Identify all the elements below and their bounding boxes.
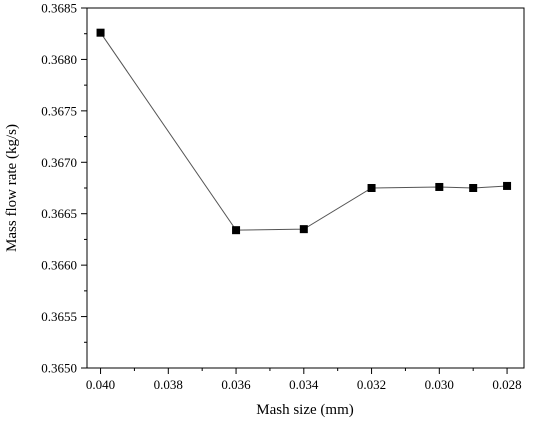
x-tick-label: 0.032 xyxy=(357,377,386,392)
y-tick-label: 0.3670 xyxy=(41,155,77,170)
data-point xyxy=(435,182,444,191)
series-line xyxy=(100,32,508,231)
y-tick-label: 0.3650 xyxy=(41,361,77,376)
y-tick-label: 0.3680 xyxy=(41,52,77,67)
y-axis-title: Mass flow rate (kg/s) xyxy=(4,124,20,252)
data-point xyxy=(367,184,376,192)
x-axis-title: Mash size (mm) xyxy=(256,402,353,418)
axis-ticks: 0.040 0.038 0.036 0.034 0.032 0.030 0.028 0.365… xyxy=(41,1,521,393)
x-tick-label: 0.040 xyxy=(86,377,115,392)
data-series xyxy=(96,28,512,235)
y-tick-label: 0.3660 xyxy=(41,258,77,273)
x-tick-label: 0.030 xyxy=(425,377,454,392)
data-point xyxy=(503,181,512,190)
y-tick-label: 0.3655 xyxy=(41,309,77,324)
y-tick-label: 0.3675 xyxy=(41,103,77,118)
data-point xyxy=(232,226,241,235)
x-tick-label: 0.036 xyxy=(221,377,251,392)
y-tick-label: 0.3665 xyxy=(41,206,77,221)
x-tick-label: 0.028 xyxy=(492,377,521,392)
data-point xyxy=(299,225,308,234)
data-point xyxy=(469,184,478,192)
y-tick-label: 0.3685 xyxy=(41,1,77,16)
x-tick-label: 0.034 xyxy=(289,377,319,392)
x-tick-label: 0.038 xyxy=(154,377,183,392)
data-point xyxy=(96,28,105,37)
